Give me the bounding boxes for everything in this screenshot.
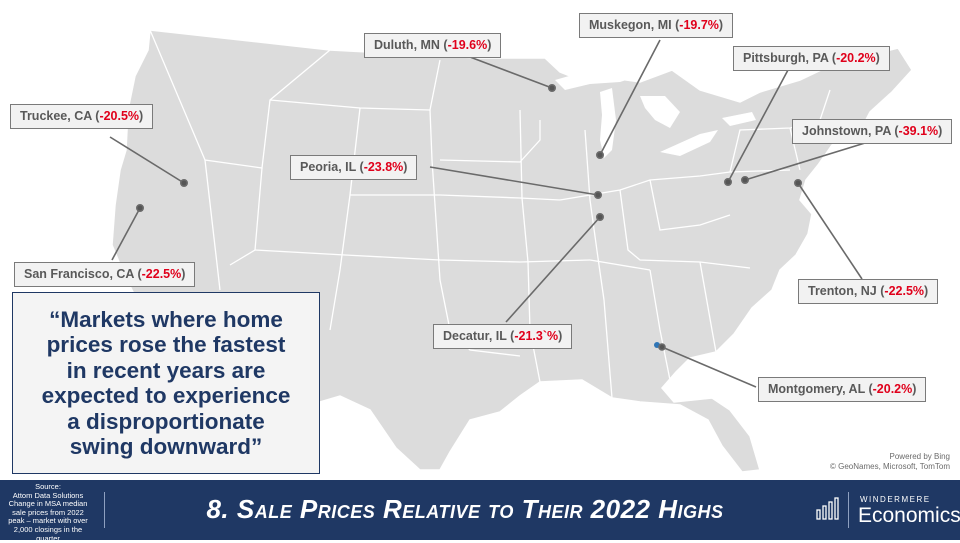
callout-leaders — [109, 39, 866, 388]
map-credit: Powered by Bing © GeoNames, Microsoft, T… — [830, 452, 950, 471]
source-note: Source: Attom Data Solutions Change in M… — [8, 482, 88, 543]
lake-michigan — [600, 88, 616, 158]
lake-ontario — [722, 112, 756, 126]
footer-divider-left — [104, 492, 105, 528]
lake-erie — [660, 130, 718, 156]
callout-trenton: Trenton, NJ (-22.5%) — [798, 279, 939, 304]
quote-text: “Markets where home prices rose the fast… — [41, 306, 291, 460]
lake-superior — [555, 68, 645, 90]
brand-subtitle: Economics — [858, 504, 960, 527]
brand-name: WINDERMERE — [860, 495, 931, 504]
callout-decatur: Decatur, IL (-21.3`%) — [433, 324, 573, 349]
callout-duluth: Duluth, MN (-19.6%) — [364, 33, 502, 58]
callout-pittsburgh: Pittsburgh, PA (-20.2%) — [733, 46, 890, 71]
callout-johnstown: Johnstown, PA (-39.1%) — [792, 119, 953, 144]
quote-box: “Markets where home prices rose the fast… — [12, 292, 320, 474]
lake-huron — [640, 96, 680, 128]
bar-chart-logo-icon — [816, 497, 839, 520]
callout-truckee: Truckee, CA (-20.5%) — [10, 104, 154, 129]
callout-peoria: Peoria, IL (-23.8%) — [290, 155, 418, 180]
footer-bar — [0, 480, 960, 540]
footer-divider-right — [848, 492, 849, 528]
slide-title: 8. Sale Prices Relative to Their 2022 Hi… — [206, 494, 724, 524]
callout-montgomery: Montgomery, AL (-20.2%) — [758, 377, 927, 402]
callout-muskegon: Muskegon, MI (-19.7%) — [579, 13, 734, 38]
callout-san-francisco: San Francisco, CA (-22.5%) — [14, 262, 196, 287]
state-borders — [149, 29, 831, 399]
